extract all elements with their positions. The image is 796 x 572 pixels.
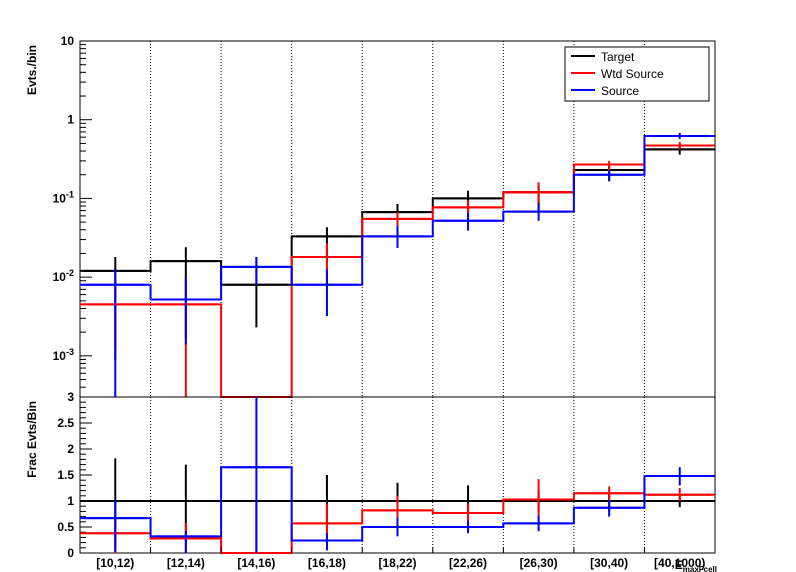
y-tick-label: 1.5 <box>57 468 74 482</box>
x-tick-label: [16,18) <box>308 556 346 570</box>
y-tick-label: 10-2 <box>53 268 74 284</box>
ratio-panel: 0 0.5 1 1.5 2 2.5 3 Frac Evts/Bin [10,12) [12,14)… <box>25 390 717 572</box>
x-tick-label: [22,26) <box>449 556 487 570</box>
legend-label: Source <box>601 84 639 98</box>
x-tick-label: [40,1000) <box>654 556 705 570</box>
y-tick-label: 10-1 <box>53 189 74 205</box>
y-tick-label: 2 <box>67 442 74 456</box>
y-tick-label: 10 <box>61 34 75 48</box>
y-tick-label: 0.5 <box>57 520 74 534</box>
y-tick-label: 1 <box>67 113 74 127</box>
legend-label: Wtd Source <box>601 67 664 81</box>
x-tick-label: [18,22) <box>378 556 416 570</box>
y-tick-label: 10-3 <box>53 347 74 363</box>
x-tick-label: [14,16) <box>237 556 275 570</box>
y-tick-label: 3 <box>67 390 74 404</box>
x-tick-label: [10,12) <box>96 556 134 570</box>
y-axis-title: Frac Evts/Bin <box>25 401 39 478</box>
y-tick-label: 0 <box>67 546 74 560</box>
legend: Target Wtd Source Source <box>564 46 710 102</box>
x-tick-label: [30,40) <box>590 556 628 570</box>
x-tick-label: [26,30) <box>520 556 558 570</box>
y-tick-label: 2.5 <box>57 416 74 430</box>
y-axis-title: Evts./bin <box>25 45 39 95</box>
series-line-wtd-source <box>80 144 715 398</box>
x-axis-title: EmaxFcell <box>675 558 717 572</box>
x-tick-label: [12,14) <box>167 556 205 570</box>
y-tick-label: 1 <box>67 494 74 508</box>
legend-label: Target <box>601 50 635 64</box>
top-panel: 10-3 10-2 10-1 1 10 Evts./bin <box>25 34 716 398</box>
